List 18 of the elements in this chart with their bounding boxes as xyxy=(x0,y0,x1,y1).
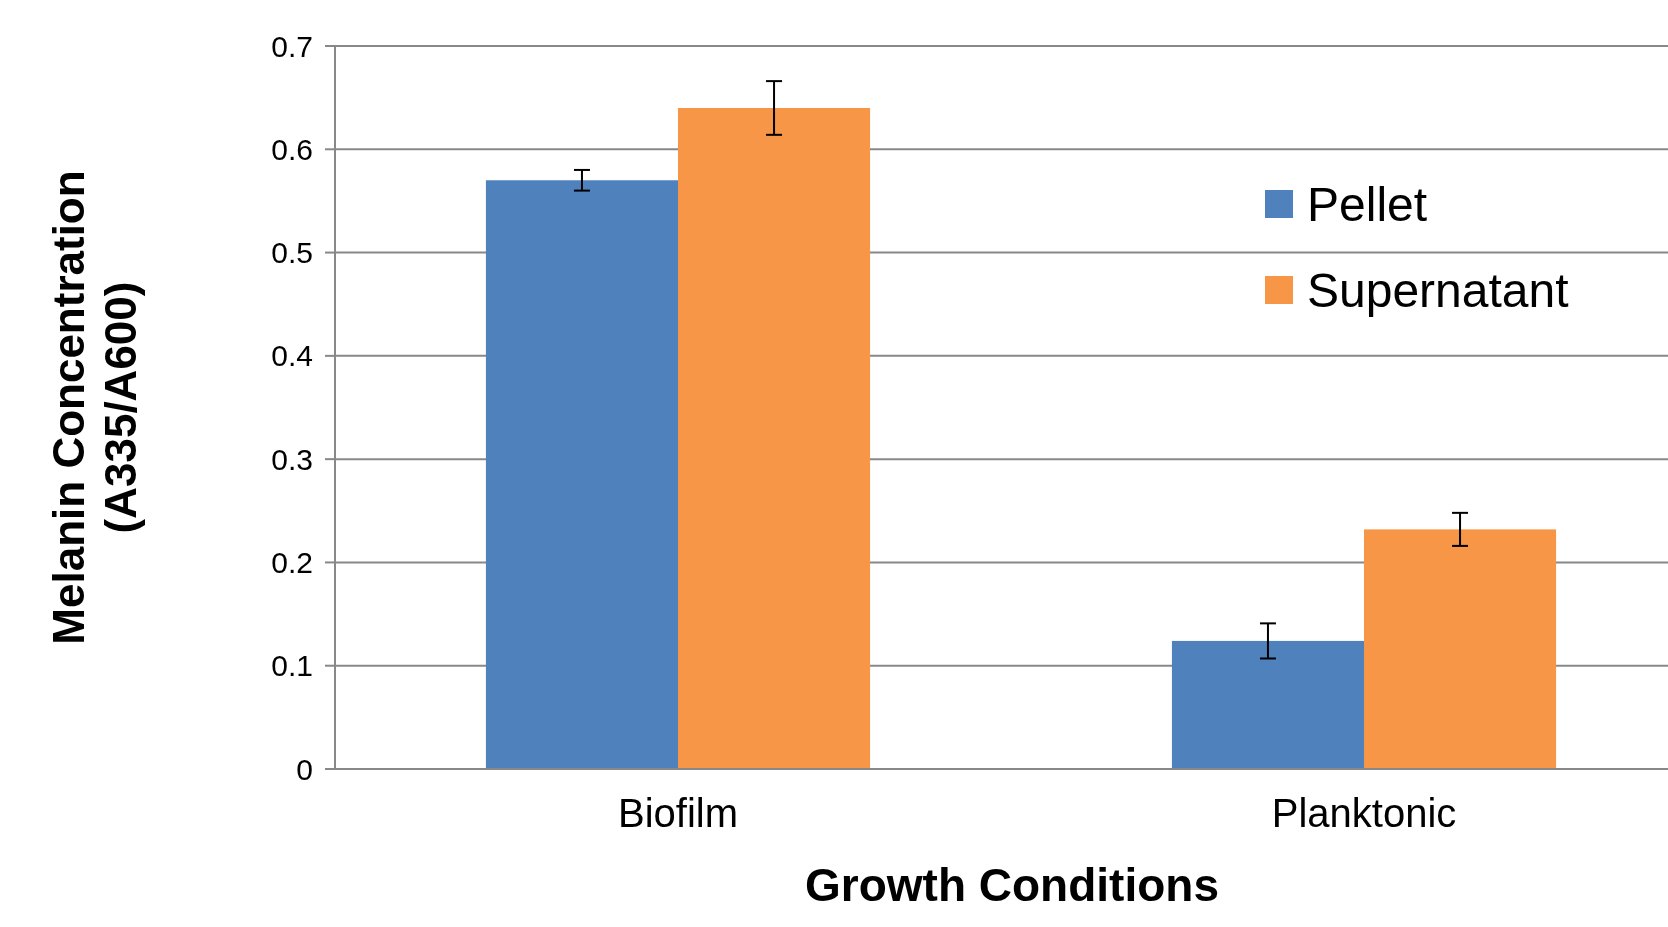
y-tick-label: 0.4 xyxy=(271,339,313,373)
y-axis-title: Melanin Concentration (A335/A600) xyxy=(44,170,145,645)
y-tick-label: 0.5 xyxy=(271,236,313,270)
bar xyxy=(1364,529,1557,769)
y-tick-label: 0 xyxy=(296,752,313,786)
bar xyxy=(1171,640,1364,769)
y-tick-label: 0.1 xyxy=(271,649,313,683)
x-tick-label: Planktonic xyxy=(1271,791,1457,835)
legend-label: Pellet xyxy=(1307,177,1428,231)
y-tick-label: 0.2 xyxy=(271,545,313,579)
bar xyxy=(485,180,678,769)
x-tick-label: Biofilm xyxy=(617,791,739,835)
y-tick-label: 0.7 xyxy=(271,29,313,63)
y-tick-label: 0.3 xyxy=(271,442,313,476)
x-axis-title: Growth Conditions xyxy=(805,859,1219,911)
bar xyxy=(678,107,871,769)
y-tick-label: 0.6 xyxy=(271,132,313,166)
legend-label: Supernatant xyxy=(1307,263,1569,317)
